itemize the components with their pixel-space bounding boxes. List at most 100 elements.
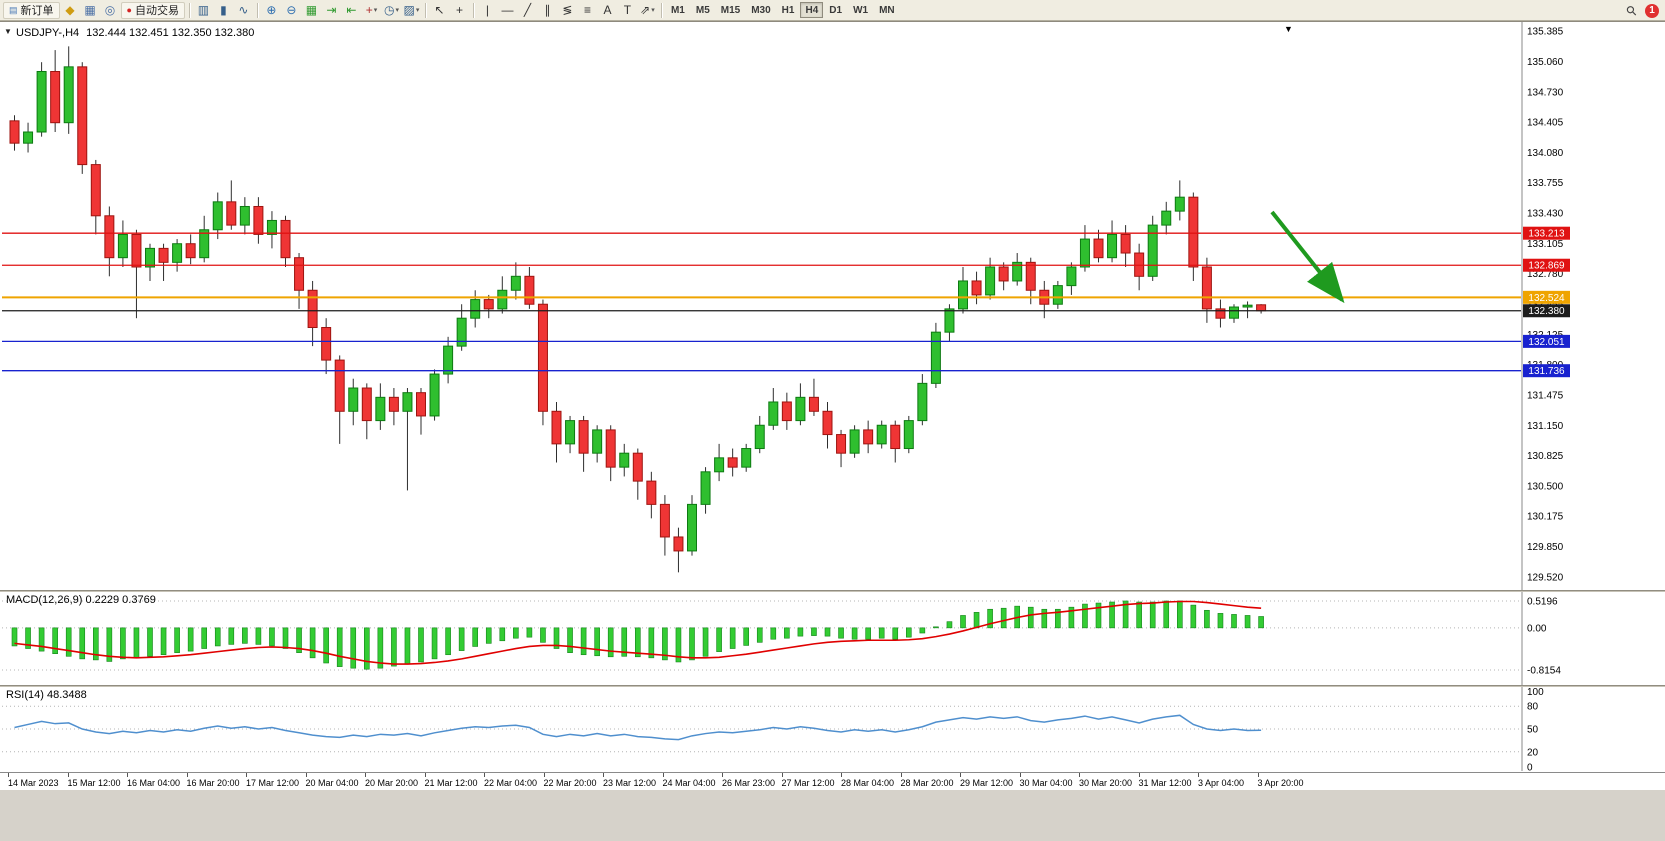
candle-bearish: [50, 70, 61, 124]
candle-bearish: [131, 233, 142, 268]
macd-histogram-bar: [377, 627, 384, 669]
text-icon[interactable]: A: [603, 3, 612, 17]
candle-bearish: [1201, 266, 1212, 310]
candle-bearish: [537, 303, 548, 412]
cursor-icon[interactable]: ↖: [434, 3, 445, 17]
candle-bearish: [334, 359, 345, 412]
macd-histogram-bar: [255, 627, 262, 645]
macd-histogram-bar: [363, 627, 370, 670]
macd-histogram-bar: [824, 627, 831, 637]
macd-histogram-bar: [811, 627, 817, 636]
new-order-button[interactable]: ▤ 新订单: [3, 1, 60, 19]
candle-bullish: [985, 266, 996, 296]
macd-histogram-bar: [1204, 609, 1210, 629]
macd-histogram-bar: [485, 627, 492, 644]
zoom-out-icon[interactable]: ⊖: [286, 3, 297, 17]
notification-badge[interactable]: 1: [1645, 3, 1659, 18]
equidistant-icon[interactable]: ≡: [583, 3, 591, 17]
timeframe-w1[interactable]: W1: [848, 2, 873, 18]
fibonacci-icon[interactable]: ≶: [562, 3, 573, 17]
macd-histogram-bar: [594, 627, 600, 657]
chart-shift-icon[interactable]: ⇤: [346, 3, 357, 17]
timeframe-m30[interactable]: M30: [746, 2, 775, 18]
symbol-ohlc-label: USDJPY-,H4 132.444 132.451 132.350 132.3…: [16, 27, 254, 39]
arrows-icon[interactable]: ⇗ ▾: [640, 3, 655, 17]
timeframe-h4[interactable]: H4: [800, 2, 824, 18]
toolbar-separator: [472, 2, 474, 18]
level-price-tag-text: 132.524: [1528, 293, 1565, 304]
dropdown-caret-icon: ▾: [373, 7, 378, 14]
navigator-icon[interactable]: ◎: [104, 3, 116, 17]
vertical-line-icon[interactable]: |: [485, 3, 490, 17]
timeframe-m1[interactable]: M1: [666, 2, 690, 18]
macd-histogram-bar: [933, 626, 939, 629]
candle-bullish: [23, 131, 34, 144]
candle-bullish: [497, 289, 508, 310]
panel-splitter[interactable]: [0, 590, 1665, 592]
time-tick: [305, 773, 307, 777]
price-tick-label: 130.175: [1527, 512, 1564, 523]
macd-histogram-bar: [160, 627, 167, 656]
candle-bullish: [145, 247, 155, 268]
trendline-icon[interactable]: ╱: [523, 3, 532, 17]
time-axis-label: 26 Mar 23:00: [722, 778, 776, 788]
macd-histogram-bar: [418, 627, 424, 663]
candle-bearish: [727, 457, 738, 468]
macd-histogram-bar: [567, 627, 573, 653]
macd-histogram-bar: [716, 627, 722, 652]
macd-histogram-bar: [309, 627, 316, 659]
panel-splitter[interactable]: [0, 685, 1665, 687]
tile-windows-icon[interactable]: ▦: [305, 3, 318, 17]
candle-bearish: [836, 434, 847, 454]
crosshair-icon[interactable]: +: [455, 3, 463, 17]
line-chart-icon[interactable]: ∿: [238, 3, 249, 17]
candle-bearish: [483, 299, 494, 310]
main-chart-panel[interactable]: 135.385 135.060 134.730 134.405 134.080 133.7…: [0, 22, 1665, 590]
text-label-icon[interactable]: T: [623, 3, 632, 17]
auto-trading-button[interactable]: ● 自动交易: [120, 1, 185, 19]
time-tick: [424, 773, 426, 777]
candle-bearish: [998, 266, 1009, 282]
candlestick-chart-icon[interactable]: ▮: [220, 3, 227, 17]
zoom-in-icon[interactable]: ⊕: [266, 3, 277, 17]
timeframe-m30-label: M30: [751, 4, 771, 16]
macd-histogram-bar: [25, 627, 31, 649]
macd-histogram-bar: [865, 627, 871, 640]
candle-bullish: [768, 401, 779, 426]
timeframe-d1[interactable]: D1: [824, 2, 847, 18]
candle-bearish: [605, 429, 616, 468]
chart-profile-icon[interactable]: ◆: [65, 3, 75, 17]
timeframe-h1[interactable]: H1: [777, 2, 800, 18]
macd-histogram-bar: [201, 627, 207, 649]
time-axis-label: 27 Mar 12:00: [781, 778, 835, 788]
price-tick-label: 129.520: [1527, 573, 1564, 584]
auto-scroll-icon[interactable]: ⇥: [326, 3, 337, 17]
bar-chart-icon[interactable]: ▥: [197, 3, 210, 17]
trend-arrow-annotation[interactable]: [1270, 210, 1345, 304]
timeframe-m5[interactable]: M5: [691, 2, 715, 18]
scroll-to-end-marker-icon: ▼: [1284, 24, 1293, 34]
time-axis-label: 17 Mar 12:00: [246, 778, 300, 788]
channel-icon[interactable]: ∥: [544, 3, 551, 17]
candle-bullish: [1012, 261, 1023, 282]
level-price-tag: [1523, 304, 1570, 318]
indicators-icon[interactable]: + ▾: [365, 3, 378, 17]
macd-histogram-bar: [702, 627, 709, 657]
templates-icon[interactable]: ▨ ▾: [403, 3, 420, 17]
level-price-tag: [1523, 258, 1570, 272]
search-icon[interactable]: ⚲: [1623, 1, 1641, 19]
macd-histogram-bar: [743, 627, 750, 646]
macd-histogram-bar: [1149, 601, 1156, 629]
periods-icon[interactable]: ◷ ▾: [383, 3, 399, 17]
toolbar-separator: [256, 2, 258, 18]
timeframe-m5-label: M5: [695, 4, 710, 16]
candle-bullish: [619, 452, 630, 468]
horizontal-line-icon[interactable]: —: [501, 3, 514, 17]
timeframe-m15[interactable]: M15: [716, 2, 745, 18]
candle-bearish: [253, 205, 264, 235]
macd-histogram-bar: [1109, 601, 1115, 629]
chart-collapse-icon[interactable]: ▼: [4, 27, 12, 36]
market-watch-icon[interactable]: ▦: [84, 3, 96, 17]
timeframe-mn[interactable]: MN: [874, 2, 900, 18]
